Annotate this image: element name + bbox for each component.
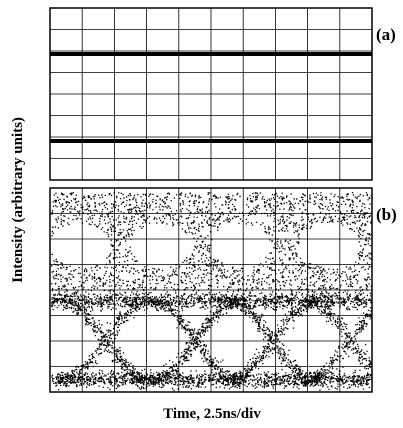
- y-axis-label: Intensity (arbitrary units): [10, 117, 26, 283]
- trace-upper: [50, 52, 372, 56]
- panel-label: (a): [376, 25, 396, 44]
- panel-a-grid: [50, 8, 372, 180]
- x-axis-label: Time, 2.5ns/div: [163, 406, 261, 422]
- eye-diagram: [51, 192, 372, 391]
- trace-lower: [50, 139, 372, 143]
- panel-label: (b): [376, 205, 397, 224]
- figure: (a) (b) Intensity (arbitrary units) Time…: [0, 0, 403, 428]
